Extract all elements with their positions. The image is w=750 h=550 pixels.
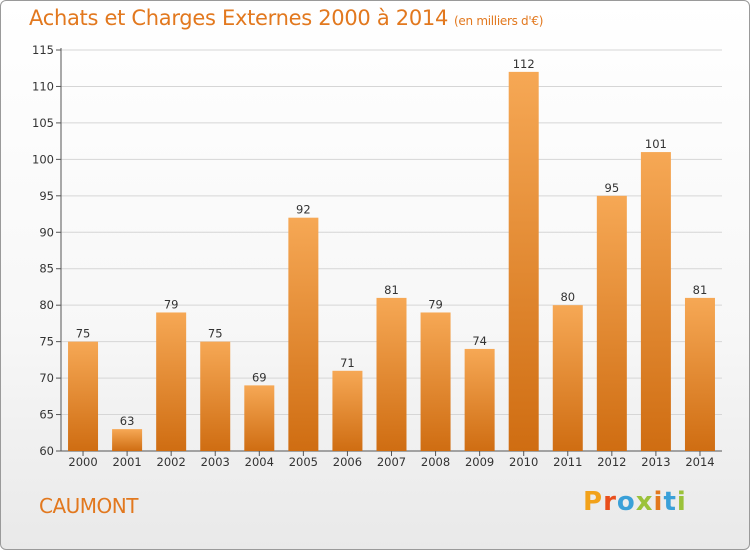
bar xyxy=(684,297,715,451)
value-label: 101 xyxy=(645,137,667,151)
chart-title-text: Achats et Charges Externes 2000 à 2014 xyxy=(29,6,449,30)
value-label: 71 xyxy=(340,356,355,370)
x-tick-label: 2008 xyxy=(421,455,450,469)
bar xyxy=(68,341,99,451)
bar xyxy=(420,312,451,451)
bar xyxy=(112,429,143,451)
x-tick-label: 2001 xyxy=(112,455,141,469)
commune-name: CAUMONT xyxy=(39,494,138,518)
bar xyxy=(596,195,627,451)
x-tick-label: 2011 xyxy=(553,455,582,469)
value-label: 75 xyxy=(76,327,91,341)
value-label: 81 xyxy=(693,283,708,297)
bar xyxy=(288,217,319,451)
logo-letter: t xyxy=(663,487,677,517)
value-label: 81 xyxy=(384,283,399,297)
bars xyxy=(68,71,715,451)
y-tick-label: 100 xyxy=(32,152,54,166)
value-label: 79 xyxy=(428,297,443,311)
labels: 60 65 70 75 80 85 90 95 100 105 110 115 75 2000 63 2001… xyxy=(32,43,715,469)
y-tick-label: 80 xyxy=(39,298,54,312)
x-tick-label: 2005 xyxy=(289,455,318,469)
logo-letter: i xyxy=(653,487,664,517)
value-label: 95 xyxy=(605,181,620,195)
logo-letter: i xyxy=(676,487,687,517)
x-tick-label: 2004 xyxy=(245,455,274,469)
logo-letter: r xyxy=(603,487,617,517)
x-tick-label: 2003 xyxy=(201,455,230,469)
value-label: 112 xyxy=(513,57,535,71)
y-tick-label: 95 xyxy=(39,189,54,203)
x-tick-label: 2000 xyxy=(68,455,97,469)
value-label: 69 xyxy=(252,370,267,384)
value-label: 63 xyxy=(120,414,135,428)
y-tick-label: 60 xyxy=(39,444,54,458)
chart-title: Achats et Charges Externes 2000 à 2014 (e… xyxy=(29,6,543,30)
x-tick-label: 2014 xyxy=(685,455,714,469)
value-label: 75 xyxy=(208,327,223,341)
proxiti-logo: Proxiti xyxy=(583,487,687,517)
value-label: 92 xyxy=(296,203,311,217)
y-tick-label: 65 xyxy=(39,408,54,422)
value-label: 79 xyxy=(164,297,179,311)
logo-letter: x xyxy=(635,487,654,517)
y-tick-label: 75 xyxy=(39,335,54,349)
x-tick-label: 2002 xyxy=(157,455,186,469)
value-label: 80 xyxy=(560,290,575,304)
bar xyxy=(156,312,187,451)
logo-letter: P xyxy=(583,487,604,517)
bar xyxy=(332,370,363,451)
chart-subtitle: (en milliers d'€) xyxy=(454,14,544,28)
x-tick-label: 2013 xyxy=(641,455,670,469)
value-label: 74 xyxy=(472,334,487,348)
bar xyxy=(508,71,539,451)
y-tick-label: 115 xyxy=(32,43,54,57)
bar xyxy=(552,305,583,451)
x-tick-label: 2009 xyxy=(465,455,494,469)
bar xyxy=(244,385,275,451)
bar xyxy=(464,348,495,451)
y-tick-label: 110 xyxy=(32,79,54,93)
y-tick-label: 85 xyxy=(39,262,54,276)
bar xyxy=(200,341,231,451)
x-tick-label: 2006 xyxy=(333,455,362,469)
logo-letter: o xyxy=(616,487,636,517)
bar xyxy=(640,152,671,451)
bar xyxy=(376,297,407,451)
y-tick-label: 70 xyxy=(39,371,54,385)
x-tick-label: 2010 xyxy=(509,455,538,469)
y-tick-label: 105 xyxy=(32,116,54,130)
x-tick-label: 2007 xyxy=(377,455,406,469)
x-tick-label: 2012 xyxy=(597,455,626,469)
y-tick-label: 90 xyxy=(39,225,54,239)
